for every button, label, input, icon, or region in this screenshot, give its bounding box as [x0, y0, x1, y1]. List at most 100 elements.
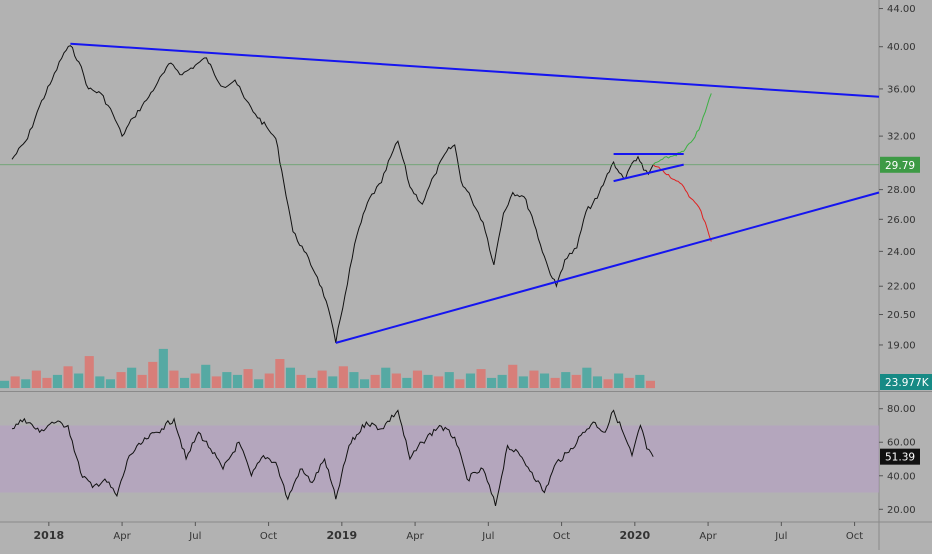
volume-bar	[264, 373, 274, 388]
volume-bar	[21, 379, 31, 388]
volume-bar	[116, 372, 126, 389]
rsi-layer	[0, 409, 879, 507]
volume-bar	[603, 379, 613, 388]
volume-bar	[158, 348, 168, 389]
time-tick-label: Apr	[699, 531, 717, 542]
volume-bar	[412, 370, 422, 388]
bull-projection-line	[652, 93, 712, 165]
volume-bar	[127, 367, 137, 388]
volume-bar	[391, 373, 401, 388]
price-tick-label: 44.00	[887, 4, 916, 15]
volume-bar	[63, 366, 73, 389]
volume-bar	[508, 364, 518, 388]
volume-bar	[465, 373, 475, 388]
volume-bar	[0, 380, 10, 389]
volume-bar	[84, 356, 94, 388]
volume-badge: 23.977K	[885, 377, 930, 389]
price-tick-label: 28.00	[887, 185, 916, 196]
volume-bar	[211, 376, 221, 388]
volume-bar	[275, 359, 285, 388]
volume-bar	[582, 367, 592, 388]
volume-bar	[74, 373, 84, 388]
price-tick-label: 40.00	[887, 42, 916, 53]
volume-bar	[31, 370, 41, 388]
volume-bar	[254, 379, 264, 388]
volume-bar	[307, 377, 317, 388]
rsi-line	[11, 409, 654, 507]
time-tick-label: 2019	[327, 529, 358, 542]
upper-trendline	[70, 42, 880, 98]
time-tick-label: Oct	[846, 531, 863, 542]
volume-bar	[529, 370, 539, 388]
last-price-badge-bg	[880, 156, 920, 173]
rsi-tick-label: 80.00	[887, 404, 916, 415]
time-tick-label: Jul	[774, 531, 787, 542]
volume-bar	[201, 364, 211, 388]
volume-bar	[624, 377, 634, 388]
volume-bar	[148, 361, 158, 388]
axis-layer: 44.00 40.00 36.00 32.00 28.00 26.00 24.00 22.00…	[34, 4, 916, 542]
time-tick-label: Oct	[553, 531, 570, 542]
badge-layer: 29.79 23.977K 51.39	[880, 156, 932, 465]
volume-bar	[497, 374, 507, 388]
rsi-band	[0, 425, 879, 493]
time-tick-label: Apr	[406, 531, 424, 542]
rsi-tick-label: 20.00	[887, 505, 916, 516]
volume-bar	[232, 374, 242, 388]
time-tick-label: Jul	[481, 531, 494, 542]
volume-bar	[561, 372, 571, 389]
price-tick-label: 22.00	[887, 282, 916, 293]
rsi-value-badge: 51.39	[885, 452, 915, 464]
time-tick-label: Jul	[188, 531, 201, 542]
volume-bar	[592, 376, 602, 388]
volume-bar	[243, 369, 253, 388]
volume-bar	[349, 372, 359, 389]
volume-bar	[635, 374, 645, 388]
volume-bar	[10, 376, 20, 388]
volume-bar	[180, 377, 190, 388]
rsi-value-badge-bg	[880, 448, 920, 465]
last-price-badge: 29.79	[885, 160, 915, 172]
volume-bar	[222, 372, 232, 389]
volume-bar	[571, 374, 581, 388]
volume-bar	[95, 376, 105, 388]
volume-bar	[434, 376, 444, 388]
volume-bar	[42, 377, 52, 388]
time-tick-label: Apr	[113, 531, 131, 542]
volume-bar	[317, 370, 327, 388]
volume-bar	[285, 367, 295, 388]
volume-bar	[540, 373, 550, 388]
price-tick-label: 19.00	[887, 340, 916, 351]
volume-bar	[444, 372, 454, 389]
trend-layer	[70, 42, 880, 344]
volume-bar	[370, 374, 380, 388]
volume-badge-bg	[880, 374, 932, 390]
volume-bar	[328, 376, 338, 388]
price-tick-label: 36.00	[887, 84, 916, 95]
volume-bar	[381, 367, 391, 388]
volume-bar	[105, 379, 115, 388]
volume-bar	[169, 370, 179, 388]
volume-bar	[476, 369, 486, 388]
lower-trendline	[335, 191, 880, 344]
volume-bar	[518, 376, 528, 388]
time-tick-label: 2018	[34, 529, 65, 542]
rsi-tick-label: 40.00	[887, 471, 916, 482]
price-tick-label: 20.50	[887, 310, 916, 321]
price-tick-label: 26.00	[887, 215, 916, 226]
price-tick-label: 32.00	[887, 132, 916, 143]
volume-bar	[52, 374, 62, 388]
volume-bar	[360, 379, 370, 388]
flag-bottom-trendline	[613, 163, 684, 183]
volume-bar	[487, 377, 497, 388]
volume-bar	[423, 374, 433, 388]
volume-bar	[296, 374, 306, 388]
volume-bar	[645, 380, 655, 389]
volume-bar	[190, 373, 200, 388]
volume-bar	[614, 373, 624, 388]
volume-bar	[455, 379, 465, 388]
rsi-tick-label: 60.00	[887, 438, 916, 449]
volume-bar	[338, 366, 348, 389]
